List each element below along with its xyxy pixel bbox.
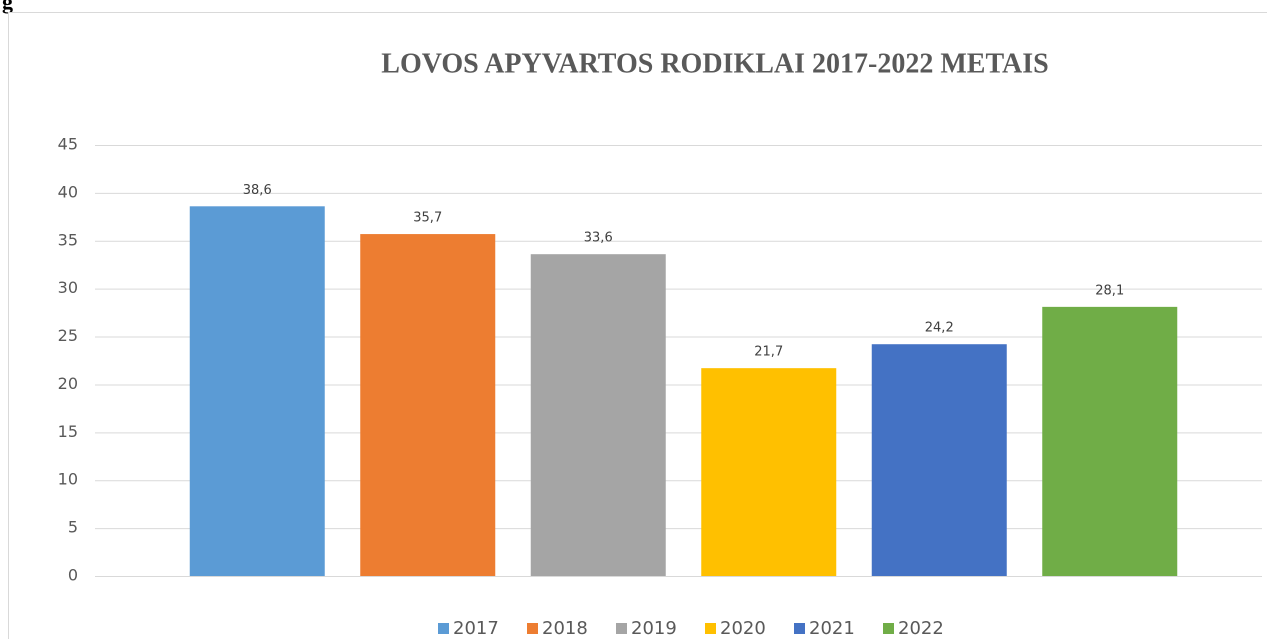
legend-swatch [794, 623, 805, 634]
bar [531, 254, 666, 576]
legend-label: 2017 [453, 618, 499, 639]
y-tick-label: 15 [58, 422, 78, 441]
legend-swatch [527, 623, 538, 634]
value-label: 38,6 [243, 183, 272, 198]
legend-label: 2020 [720, 618, 766, 639]
y-tick-label: 10 [58, 470, 78, 489]
chart-title: LOVOS APYVARTOS RODIKLAI 2017-2022 METAI… [381, 48, 1048, 79]
legend-label: 2022 [898, 618, 944, 639]
bar [190, 206, 325, 576]
value-label: 28,1 [1095, 283, 1124, 298]
legend-swatch [616, 623, 627, 634]
y-tick-label: 40 [58, 182, 78, 201]
value-label: 21,7 [754, 345, 783, 360]
legend-label: 2018 [542, 618, 588, 639]
y-tick-label: 30 [58, 278, 78, 297]
y-tick-label: 35 [58, 230, 78, 249]
y-tick-label: 0 [68, 566, 78, 585]
legend-swatch [705, 623, 716, 634]
bar [872, 344, 1007, 576]
bar [360, 234, 495, 576]
value-label: 24,2 [925, 321, 954, 336]
y-tick-label: 25 [58, 326, 78, 345]
y-tick-label: 20 [58, 374, 78, 393]
bar [701, 368, 836, 576]
legend-label: 2021 [809, 618, 855, 639]
value-label: 35,7 [413, 211, 442, 226]
legend-swatch [438, 623, 449, 634]
y-tick-label: 45 [58, 135, 78, 154]
legend-label: 2019 [631, 618, 677, 639]
legend-swatch [883, 623, 894, 634]
bar [1042, 307, 1177, 576]
caption: g [2, 0, 13, 14]
y-tick-label: 5 [68, 518, 78, 537]
value-label: 33,6 [584, 231, 613, 246]
